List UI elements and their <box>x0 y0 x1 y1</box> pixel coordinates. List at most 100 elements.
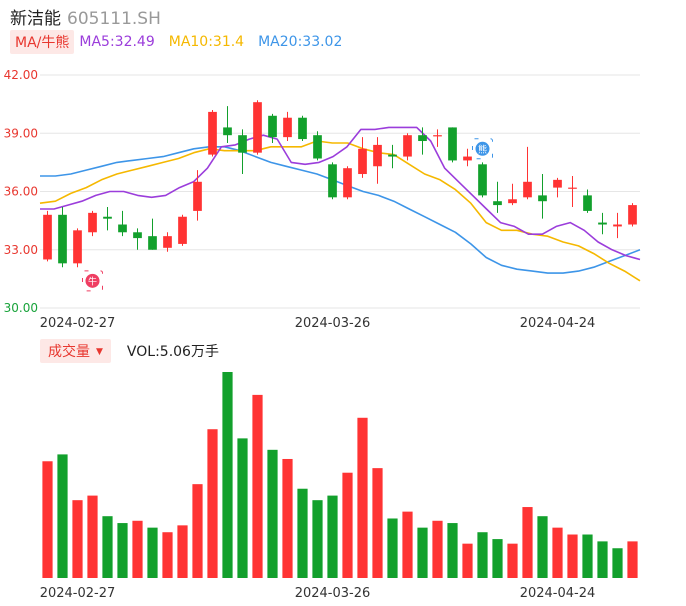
candle <box>163 232 172 252</box>
candle <box>343 166 352 200</box>
candle <box>553 177 562 198</box>
x-tick-label: 2024-04-24 <box>520 316 596 331</box>
volume-bar <box>102 516 113 578</box>
candle <box>313 131 322 161</box>
moving-average-lines <box>39 126 641 282</box>
volume-bar <box>147 527 158 578</box>
volume-bar <box>132 520 143 578</box>
volume-bar <box>117 523 128 578</box>
candle-body <box>358 148 367 175</box>
volume-bar <box>222 372 233 578</box>
volume-bar <box>162 532 173 578</box>
ma5-legend-label: MA5:32.49 <box>79 34 155 50</box>
candle <box>298 115 307 142</box>
candle-body <box>388 154 397 157</box>
candle-body <box>478 164 487 196</box>
volume-bar <box>207 429 218 578</box>
caret-down-icon: ▼ <box>96 347 103 357</box>
candle <box>193 170 202 221</box>
candle-body <box>553 179 562 188</box>
volume-bar <box>627 541 638 578</box>
ma5-line <box>40 126 641 261</box>
volume-bar <box>447 523 458 578</box>
candle-body <box>403 135 412 157</box>
candle-body <box>343 168 352 198</box>
candle-body <box>163 236 172 248</box>
ma10-line <box>39 140 641 282</box>
date-axis: 2024-02-27 2024-03-26 2024-04-24 <box>40 316 596 331</box>
candle <box>148 218 157 250</box>
volume-bar <box>402 511 413 578</box>
candle <box>73 228 82 268</box>
volume-bar <box>192 484 203 578</box>
candle <box>568 175 577 208</box>
x-tick-label: 2024-03-26 <box>295 316 371 331</box>
candle-body <box>613 224 622 227</box>
volume-bar <box>87 495 98 578</box>
candle-body <box>598 222 607 225</box>
volume-bar <box>237 438 248 578</box>
candle <box>88 210 97 237</box>
candle <box>523 146 532 200</box>
candle-body <box>133 232 142 239</box>
volume-bar <box>297 488 308 578</box>
ma-toggle-button[interactable]: MA/牛熊 <box>10 30 75 54</box>
candle-body <box>118 224 127 233</box>
candle <box>463 148 472 167</box>
candle <box>118 210 127 237</box>
volume-value-label: VOL:5.06万手 <box>126 344 219 360</box>
candle <box>253 100 262 155</box>
candle-body <box>313 135 322 159</box>
price-axis: 42.00 39.00 36.00 33.00 30.00 <box>4 68 38 315</box>
volume-bar <box>342 472 353 578</box>
volume-bar <box>327 495 338 578</box>
volume-toggle-label: 成交量 <box>48 344 90 360</box>
y-tick-label: 42.00 <box>4 68 38 82</box>
candle <box>628 203 637 227</box>
candle-body <box>73 230 82 264</box>
candle-body <box>463 156 472 161</box>
candle <box>508 183 517 206</box>
candle-body <box>628 205 637 225</box>
ma-legend: MA/牛熊 MA5:32.49 MA10:31.4 MA20:33.02 <box>10 30 356 54</box>
volume-bar <box>552 527 563 578</box>
candle <box>208 109 217 157</box>
candle-body <box>328 164 337 198</box>
candle <box>433 129 442 147</box>
candle <box>133 228 142 250</box>
candle <box>178 214 187 246</box>
volume-bar <box>387 518 398 578</box>
candle <box>58 207 67 268</box>
marker-frame <box>472 138 493 160</box>
volume-bar <box>72 500 83 578</box>
candle <box>478 162 487 198</box>
volume-bar <box>252 394 263 578</box>
volume-bars <box>42 372 638 578</box>
candle-body <box>283 117 292 138</box>
volume-bar <box>477 532 488 578</box>
volume-toggle-button[interactable]: 成交量 ▼ <box>40 339 111 363</box>
candle-body <box>178 216 187 244</box>
candle-body <box>208 111 217 155</box>
volume-bar <box>597 541 608 578</box>
stock-name: 新洁能 <box>10 9 61 29</box>
marker-text: 牛 <box>88 275 97 287</box>
signal-marker: 牛 <box>82 270 103 292</box>
volume-bar <box>267 449 278 578</box>
volume-x-tick-label: 2024-04-24 <box>520 586 596 601</box>
ma10-legend-label: MA10:31.4 <box>168 34 245 50</box>
volume-bar <box>462 543 473 578</box>
stock-title: 新洁能 605111.SH <box>10 4 161 29</box>
y-tick-label: 30.00 <box>4 301 38 315</box>
candle <box>373 137 382 184</box>
ma20-line <box>40 146 641 274</box>
volume-legend: 成交量 ▼ VOL:5.06万手 <box>40 339 219 363</box>
volume-bar <box>582 534 593 578</box>
candle-body <box>583 195 592 211</box>
volume-bar <box>537 516 548 578</box>
marker-frame <box>82 270 103 292</box>
signal-marker: 熊 <box>472 138 493 160</box>
candle <box>43 210 52 262</box>
candle-body <box>538 195 547 202</box>
